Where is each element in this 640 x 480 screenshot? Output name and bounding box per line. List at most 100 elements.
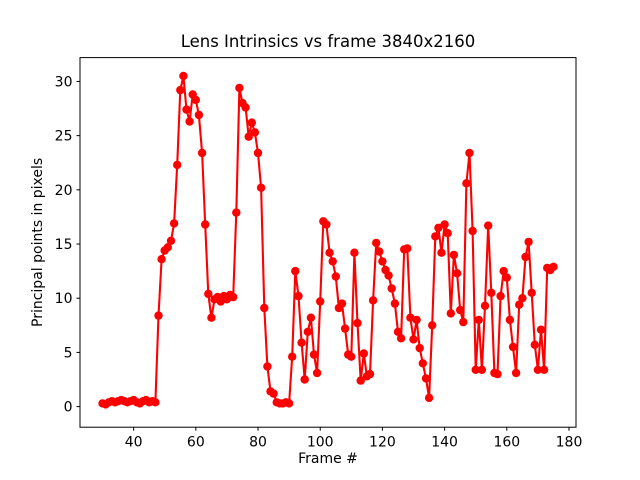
data-point-marker [365,369,375,379]
data-point-marker [415,343,424,353]
data-point-marker [396,334,406,343]
data-point-marker [232,208,241,217]
y-tick-label: 25 [55,129,73,145]
data-point-marker [322,220,331,229]
data-point-marker [182,105,191,114]
data-point-marker [437,248,446,257]
data-point-marker [169,219,179,228]
data-point-marker [505,315,515,325]
data-point-marker [154,311,163,320]
data-point-marker [368,296,378,305]
data-point-marker [356,376,365,385]
x-tick-label: 40 [125,435,143,451]
x-tick-label: 160 [493,435,520,451]
data-point-marker [263,362,272,371]
x-axis-label: Frame # [298,451,358,467]
data-point-marker [412,315,421,325]
data-point-marker [309,350,319,359]
data-point-marker [325,248,334,257]
data-point-marker [163,243,172,252]
data-point-marker [250,128,260,137]
data-point-marker [197,148,207,158]
data-point-marker [157,255,166,264]
y-tick-label: 20 [55,183,73,199]
data-point-marker [359,349,368,358]
x-tick-label: 60 [187,435,205,451]
data-point-marker [194,110,204,120]
y-tick-label: 0 [64,400,73,416]
x-tick-label: 180 [556,435,583,451]
data-point-marker [530,340,539,349]
data-point-marker [229,292,238,302]
data-point-marker [549,262,558,271]
data-point-marker [378,257,387,266]
data-point-marker [375,247,384,256]
data-point-marker [260,303,269,313]
data-point-marker [440,220,449,229]
data-point-marker [353,318,362,328]
data-point-marker [421,374,431,383]
data-point-marker [328,257,337,266]
y-tick-label: 30 [55,74,73,90]
data-point-marker [449,250,459,260]
data-point-marker [247,118,256,127]
data-point-marker [508,342,518,352]
data-point-marker [244,132,253,141]
data-point-marker [288,352,297,361]
data-point-marker [191,95,200,105]
data-point-marker [487,288,496,297]
data-point-marker [533,365,543,374]
x-tick-label: 100 [307,435,334,451]
data-point-marker [387,284,396,293]
data-point-marker [468,226,477,236]
data-point-marker [390,299,400,308]
data-point-marker [493,369,502,379]
chart-title: Lens Intrinsics vs frame 3840x2160 [181,32,476,51]
data-point-marker [303,327,312,336]
data-point-marker [201,220,210,229]
data-point-marker [312,368,322,378]
data-point-marker [253,148,263,158]
x-tick-label: 140 [431,435,458,451]
plot-area [79,57,577,428]
data-point-marker [511,368,521,378]
data-point-marker [480,301,490,310]
data-point-marker [428,321,437,330]
data-point-marker [337,299,347,308]
data-point-marker [372,238,381,248]
data-point-marker [185,117,194,126]
x-tick-label: 80 [249,435,267,451]
data-point-marker [403,244,412,253]
y-tick-label: 10 [55,291,73,307]
data-point-marker [151,398,160,407]
data-point-marker [294,291,303,301]
data-point-marker [291,266,300,276]
data-point-marker [166,236,176,245]
data-point-marker [477,365,487,374]
data-point-marker [350,248,359,257]
data-point-marker [347,352,356,361]
data-point-marker [306,313,316,322]
data-point-marker [499,266,508,276]
y-tick-label: 15 [55,237,73,253]
data-point-marker [179,71,188,81]
x-axis: 40 60 80 100 120 140 160 180 [125,427,583,451]
data-point-marker [409,335,418,344]
data-point-marker [446,309,455,318]
data-point-marker [176,85,185,95]
data-point-marker [465,148,474,158]
y-tick-label: 5 [64,345,73,361]
data-point-marker [173,160,182,170]
data-point-marker [204,289,213,299]
data-point-marker [484,221,493,230]
series-line [101,74,555,406]
data-point-marker [459,317,468,327]
data-point-marker [471,365,480,374]
data-point-marker [496,291,505,301]
data-point-marker [521,252,530,262]
data-point-marker [331,272,340,281]
data-point-marker [524,237,533,247]
data-point-marker [241,103,250,112]
